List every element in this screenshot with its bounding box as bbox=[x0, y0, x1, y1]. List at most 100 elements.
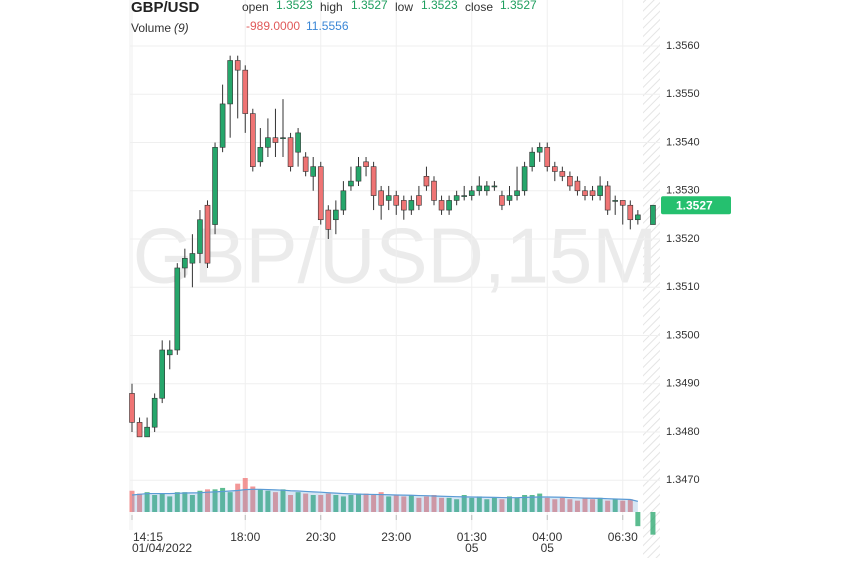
volume-ma-line bbox=[131, 488, 638, 502]
candle-body bbox=[499, 195, 505, 206]
candle-body bbox=[650, 204, 656, 225]
volume-bar bbox=[250, 486, 256, 512]
candle-body bbox=[136, 422, 143, 438]
volume-bar bbox=[552, 499, 558, 512]
volume-bar bbox=[620, 500, 626, 512]
volume-ma-value: 11.5556 bbox=[306, 19, 349, 33]
candle-body bbox=[189, 253, 196, 264]
candle-body bbox=[378, 190, 384, 206]
volume-bar bbox=[310, 495, 316, 512]
candle-body bbox=[204, 204, 211, 264]
volume-bar bbox=[257, 489, 263, 512]
last-price-box bbox=[661, 196, 731, 215]
candle-body bbox=[295, 132, 301, 153]
candle-body bbox=[174, 267, 181, 351]
y-tick-label: 1.3470 bbox=[666, 474, 700, 486]
volume-bar bbox=[650, 512, 656, 535]
y-tick-label: 1.3510 bbox=[666, 281, 700, 293]
candle-body bbox=[234, 60, 241, 71]
candle-body bbox=[612, 200, 619, 202]
volume-bar bbox=[401, 496, 407, 512]
y-tick-label: 1.3520 bbox=[666, 233, 700, 245]
volume-bar bbox=[333, 495, 339, 512]
close-label: close bbox=[465, 0, 493, 14]
volume-bar bbox=[152, 495, 158, 512]
volume-bar bbox=[446, 497, 452, 512]
volume bbox=[129, 478, 656, 535]
volume-bar bbox=[205, 489, 210, 512]
volume-bar bbox=[582, 497, 588, 512]
volume-bar bbox=[378, 492, 384, 512]
volume-bar bbox=[476, 496, 482, 512]
candle-body bbox=[265, 137, 271, 148]
candle-body bbox=[355, 166, 362, 182]
volume-bar bbox=[340, 496, 346, 512]
volume-bar bbox=[423, 496, 429, 512]
volume-bar bbox=[574, 500, 580, 512]
chart-title: GBP/USD bbox=[131, 0, 200, 16]
volume-bar bbox=[197, 490, 203, 512]
volume-bar bbox=[416, 497, 422, 512]
candle-body bbox=[468, 190, 475, 196]
candle-body bbox=[385, 195, 392, 201]
volume-bar bbox=[529, 495, 535, 512]
candle-body bbox=[438, 200, 445, 211]
candle-body bbox=[514, 190, 520, 196]
volume-bar bbox=[612, 499, 618, 512]
candle-body bbox=[635, 214, 641, 221]
volume-label: Volume bbox=[131, 21, 171, 35]
low-label: low bbox=[395, 0, 413, 14]
volume-bar bbox=[431, 495, 437, 512]
volume-bar bbox=[408, 495, 414, 512]
candle-body bbox=[567, 176, 573, 187]
candle-body bbox=[227, 60, 233, 105]
volume-bar bbox=[129, 490, 135, 512]
volume-bar bbox=[507, 496, 512, 512]
candle-body bbox=[491, 185, 498, 188]
volume-bar bbox=[325, 493, 331, 512]
volume-bar bbox=[597, 497, 603, 512]
x-tick-label: 20:30 bbox=[306, 530, 336, 544]
volume-bar bbox=[182, 492, 188, 512]
candle-body bbox=[393, 195, 400, 206]
volume-period: (9) bbox=[174, 21, 189, 35]
candle-body bbox=[166, 349, 173, 356]
candle-body bbox=[461, 195, 468, 197]
x-sublabel: 05 bbox=[541, 541, 555, 555]
volume-bar bbox=[227, 492, 233, 512]
volume-bar bbox=[295, 492, 301, 512]
candle-body bbox=[627, 204, 634, 221]
candle-body bbox=[317, 166, 324, 221]
candle-body bbox=[159, 349, 165, 399]
candle-body bbox=[272, 137, 279, 143]
candle-body bbox=[151, 397, 158, 428]
candle-body bbox=[619, 200, 626, 206]
volume-bar bbox=[514, 497, 520, 512]
volume-bar bbox=[137, 493, 143, 512]
x-sublabel: 05 bbox=[465, 541, 479, 555]
x-tick-label: 18:00 bbox=[230, 530, 260, 544]
volume-bar bbox=[590, 499, 596, 512]
candle-body bbox=[340, 190, 347, 211]
y-tick-label: 1.3480 bbox=[666, 426, 700, 438]
candle-body bbox=[287, 137, 294, 167]
y-tick-label: 1.3550 bbox=[666, 88, 700, 100]
volume-ma-area bbox=[132, 489, 638, 512]
candle-body bbox=[574, 180, 581, 192]
candle-body bbox=[589, 190, 596, 196]
y-tick-label: 1.3500 bbox=[666, 329, 700, 341]
volume-bar bbox=[280, 489, 286, 512]
candle-body bbox=[506, 195, 513, 201]
candle-body bbox=[521, 166, 528, 192]
close-value: 1.3527 bbox=[500, 0, 537, 12]
volume-bar bbox=[167, 496, 173, 512]
x-tick-label: 14:15 bbox=[133, 530, 163, 544]
candle-body bbox=[310, 166, 317, 177]
volume-bar bbox=[318, 495, 324, 512]
x-tick-label: 04:00 bbox=[532, 530, 562, 544]
volume-bar bbox=[567, 499, 573, 512]
high-value: 1.3527 bbox=[351, 0, 388, 12]
x-sublabel: 01/04/2022 bbox=[132, 541, 192, 555]
y-tick-label: 1.3530 bbox=[666, 185, 700, 197]
